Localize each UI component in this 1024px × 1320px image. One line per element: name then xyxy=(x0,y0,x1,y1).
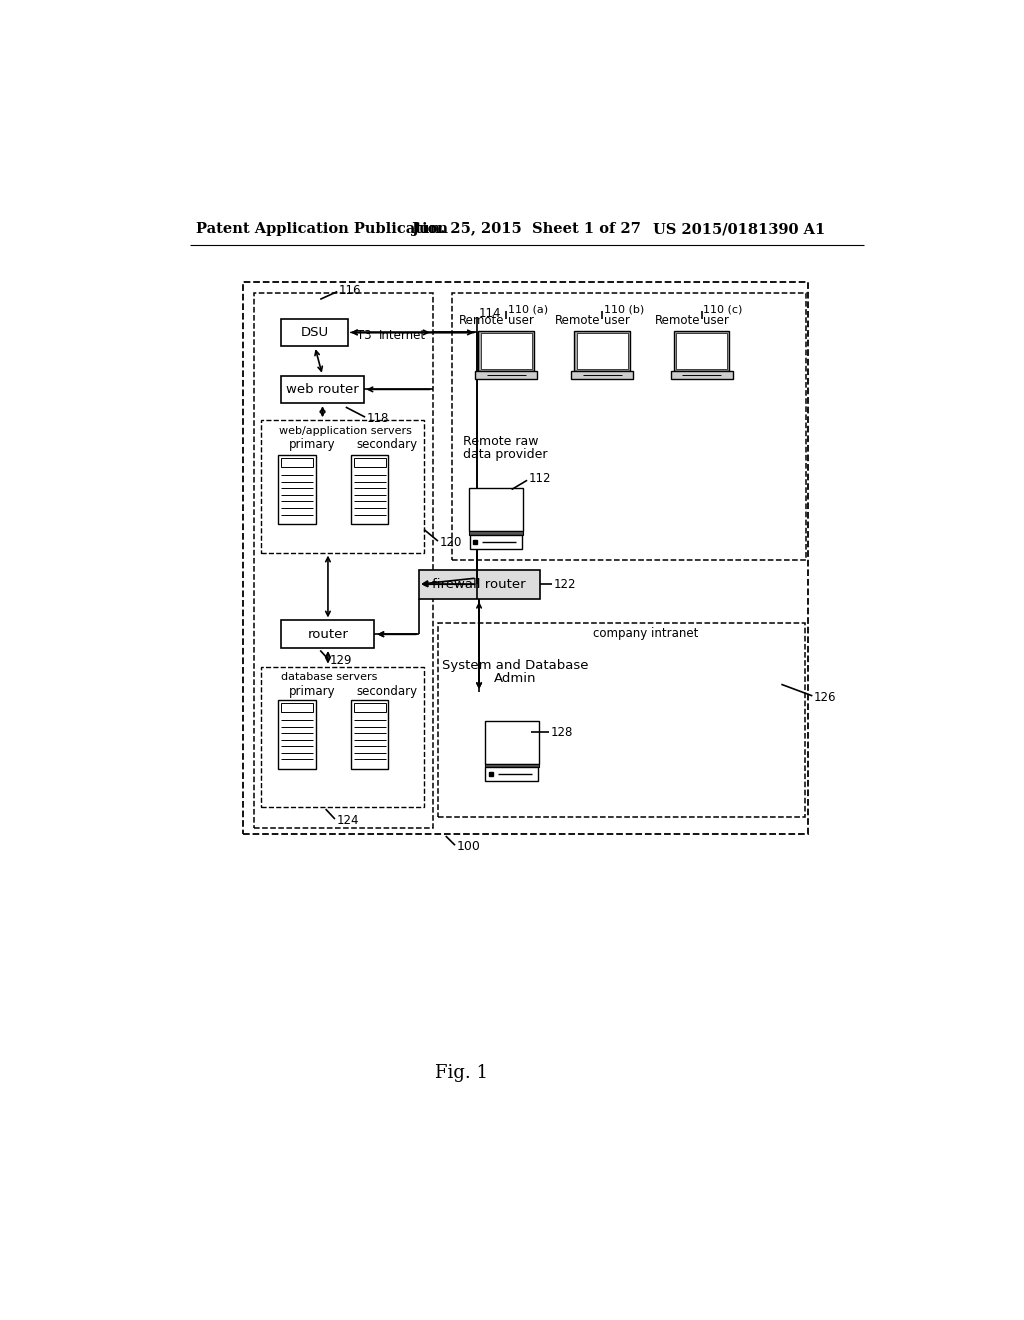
Bar xyxy=(676,333,727,368)
Text: System and Database: System and Database xyxy=(442,659,589,672)
Text: Admin: Admin xyxy=(495,672,537,685)
Text: company intranet: company intranet xyxy=(593,627,698,640)
Text: 128: 128 xyxy=(550,726,572,739)
Text: 120: 120 xyxy=(439,536,462,549)
Text: data provider: data provider xyxy=(463,447,547,461)
Bar xyxy=(574,331,630,371)
Bar xyxy=(452,293,806,561)
Bar xyxy=(261,420,424,553)
Bar xyxy=(577,333,628,368)
Bar xyxy=(438,623,805,817)
Bar xyxy=(484,721,539,763)
Text: database servers: database servers xyxy=(281,672,377,682)
Text: user: user xyxy=(703,314,729,326)
Text: user: user xyxy=(508,314,534,326)
Bar xyxy=(281,702,313,711)
Bar xyxy=(478,331,535,371)
Bar xyxy=(469,488,523,531)
Bar xyxy=(475,371,538,379)
Text: primary: primary xyxy=(289,685,336,698)
Text: 129: 129 xyxy=(330,653,352,667)
Bar xyxy=(351,700,388,770)
Bar xyxy=(480,333,531,368)
Bar xyxy=(282,376,364,404)
Text: DSU: DSU xyxy=(301,326,329,339)
Text: 112: 112 xyxy=(528,473,551,486)
Text: 110 (b): 110 (b) xyxy=(604,305,644,314)
Bar xyxy=(484,763,539,767)
Text: 100: 100 xyxy=(457,841,480,853)
Text: Remote: Remote xyxy=(459,314,505,326)
Bar xyxy=(281,458,313,467)
Text: web/application servers: web/application servers xyxy=(280,426,412,436)
Bar xyxy=(282,620,375,648)
Bar xyxy=(485,767,538,781)
Text: primary: primary xyxy=(289,438,336,451)
Text: Remote: Remote xyxy=(555,314,601,326)
Bar xyxy=(470,535,522,549)
Text: Patent Application Publication: Patent Application Publication xyxy=(197,222,449,236)
Bar xyxy=(571,371,633,379)
Bar xyxy=(279,455,315,524)
Text: T3: T3 xyxy=(356,329,372,342)
Text: user: user xyxy=(604,314,630,326)
Text: Jun. 25, 2015  Sheet 1 of 27: Jun. 25, 2015 Sheet 1 of 27 xyxy=(412,222,641,236)
Bar xyxy=(671,371,732,379)
Text: 116: 116 xyxy=(339,284,361,297)
Text: 110 (c): 110 (c) xyxy=(703,305,742,314)
Bar xyxy=(254,293,432,829)
Text: 114: 114 xyxy=(478,308,501,321)
Text: 118: 118 xyxy=(367,412,389,425)
Text: Remote: Remote xyxy=(654,314,700,326)
Bar xyxy=(419,570,541,599)
Bar xyxy=(353,702,386,711)
Bar xyxy=(469,531,523,535)
Text: 110 (a): 110 (a) xyxy=(508,305,548,314)
Text: 122: 122 xyxy=(554,578,575,591)
Text: router: router xyxy=(307,628,348,640)
Bar xyxy=(261,667,424,807)
Bar xyxy=(279,700,315,770)
Bar xyxy=(351,455,388,524)
Text: 126: 126 xyxy=(814,690,837,704)
Text: web router: web router xyxy=(286,383,358,396)
Text: secondary: secondary xyxy=(356,685,418,698)
Text: firewall router: firewall router xyxy=(432,578,526,591)
Text: secondary: secondary xyxy=(356,438,418,451)
Text: 124: 124 xyxy=(337,814,359,828)
Bar xyxy=(353,458,386,467)
Bar xyxy=(282,318,348,346)
Text: Remote raw: Remote raw xyxy=(463,436,539,449)
Text: US 2015/0181390 A1: US 2015/0181390 A1 xyxy=(653,222,825,236)
Text: Internet: Internet xyxy=(379,329,426,342)
Bar xyxy=(243,281,809,834)
Bar xyxy=(674,331,729,371)
Text: Fig. 1: Fig. 1 xyxy=(435,1064,487,1082)
